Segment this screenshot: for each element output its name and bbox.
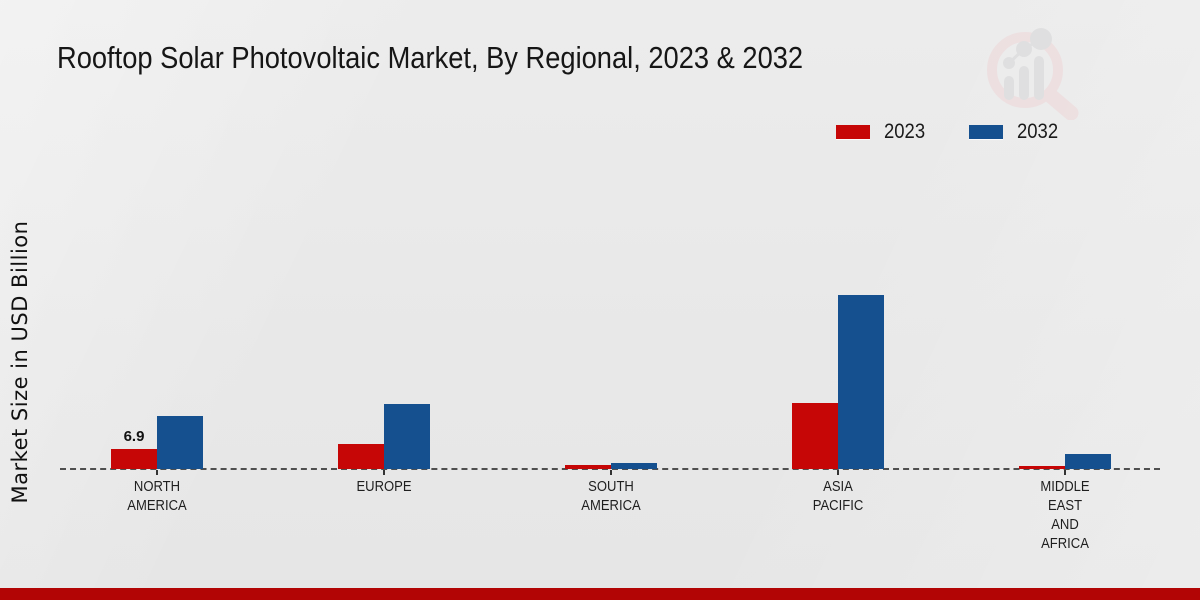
bar-2023-asia-pacific bbox=[792, 403, 838, 469]
category-label-north-america: NORTH AMERICA bbox=[127, 479, 187, 514]
data-label-2023-north-america: 6.9 bbox=[123, 428, 145, 445]
x-axis-baseline bbox=[60, 468, 1160, 470]
x-axis-tick-north-america bbox=[156, 470, 158, 475]
bar-2023-north-america bbox=[111, 449, 157, 469]
legend-label-2023: 2023 bbox=[884, 120, 926, 143]
category-label-south-america: SOUTH AMERICA bbox=[581, 479, 641, 514]
category-label-europe: EUROPE bbox=[356, 479, 412, 495]
x-axis-tick-middle-east-and-africa bbox=[1064, 470, 1066, 475]
x-axis-tick-asia-pacific bbox=[837, 470, 839, 475]
market-research-future-logo-icon bbox=[987, 28, 1079, 120]
legend-swatch-2032 bbox=[968, 125, 1003, 139]
x-axis-tick-south-america bbox=[610, 470, 612, 475]
bar-2023-south-america bbox=[565, 465, 611, 469]
legend-label-2032: 2032 bbox=[1016, 120, 1058, 143]
legend: 2023 2032 bbox=[836, 120, 1063, 144]
legend-item-2023: 2023 bbox=[836, 120, 931, 144]
bar-2023-middle-east-and-africa bbox=[1019, 466, 1065, 469]
x-axis-tick-europe bbox=[383, 470, 385, 475]
bar-2023-europe bbox=[338, 444, 384, 469]
category-label-asia-pacific: ASIA PACIFIC bbox=[812, 479, 864, 514]
legend-swatch-2023 bbox=[836, 125, 870, 139]
footer-accent-band bbox=[0, 588, 1200, 600]
bar-2032-middle-east-and-africa bbox=[1065, 454, 1111, 469]
bar-2032-europe bbox=[384, 404, 430, 469]
bar-2032-north-america bbox=[157, 416, 203, 469]
chart-title: Rooftop Solar Photovoltaic Market, By Re… bbox=[57, 40, 804, 75]
category-label-middle-east-and-africa: MIDDLE EAST AND AFRICA bbox=[1040, 479, 1090, 552]
bar-2032-south-america bbox=[611, 463, 657, 469]
legend-item-2032: 2032 bbox=[968, 120, 1064, 144]
bar-2032-asia-pacific bbox=[838, 295, 884, 469]
